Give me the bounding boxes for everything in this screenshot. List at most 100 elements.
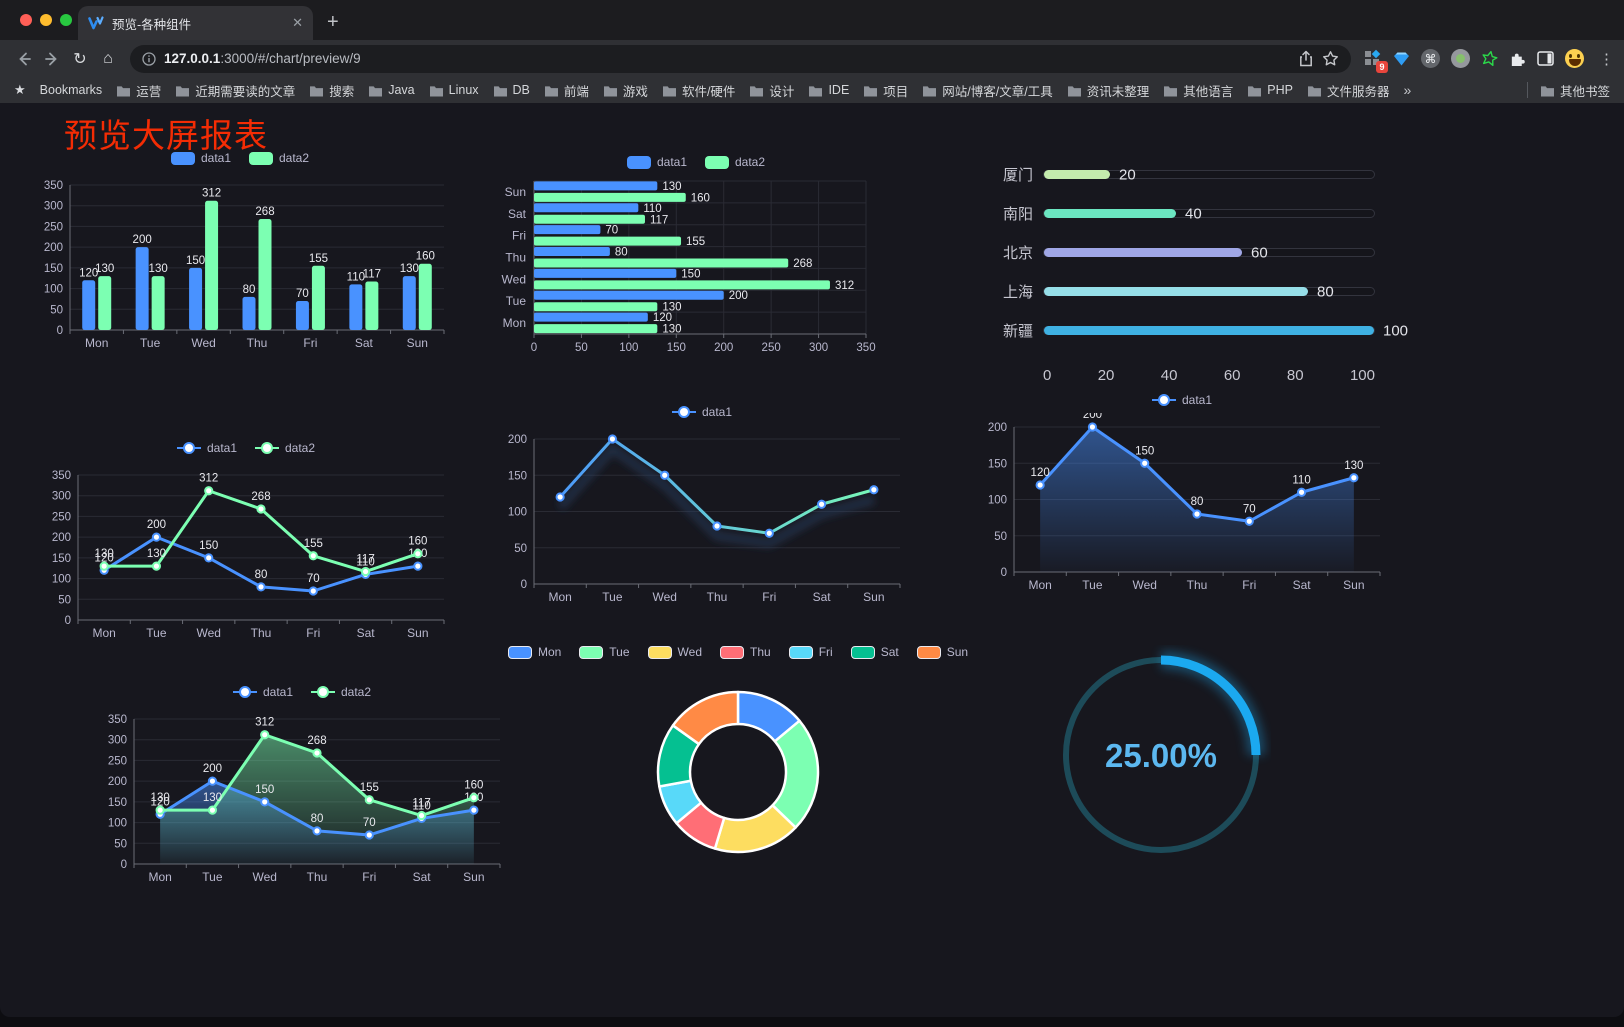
close-window-button[interactable] <box>20 14 32 26</box>
gauge-plot[interactable]: 25.00% <box>1051 645 1271 870</box>
legend-item-data1[interactable]: data1 <box>671 405 733 419</box>
forward-button[interactable] <box>38 45 66 73</box>
progress-row[interactable]: 北京 60 <box>985 233 1375 272</box>
bookmark-folder[interactable]: 游戏 <box>603 81 648 100</box>
bookmark-folder[interactable]: Java <box>368 81 415 100</box>
line-plot[interactable]: 0 50 100 150 200 250 300 350 Mon Tue Wed Thu Fri Sat S… <box>36 461 456 651</box>
svg-text:70: 70 <box>1243 503 1256 515</box>
legend-marker <box>850 645 875 659</box>
bookmark-folder[interactable]: PHP <box>1247 81 1293 100</box>
legend-marker <box>626 155 651 169</box>
dual-area-line-chart[interactable]: data1 data2 0 50 100 150 200 250 300 350 Mon Tue We… <box>92 683 512 895</box>
minimize-window-button[interactable] <box>40 14 52 26</box>
address-bar[interactable]: 127.0.0.1:3000/#/chart/preview/9 <box>130 44 1351 73</box>
bookmark-folder[interactable]: Linux <box>429 81 479 100</box>
legend-item-Thu[interactable]: Thu <box>720 645 771 659</box>
svg-text:Sat: Sat <box>413 870 432 884</box>
line-plot[interactable]: 0 50 100 150 200 Mon Tue Wed Thu Fri Sat Sun <box>492 425 912 615</box>
share-button[interactable] <box>1298 50 1314 67</box>
bookmark-folder[interactable]: 项目 <box>863 81 908 100</box>
bookmark-folder[interactable]: IDE <box>808 81 849 100</box>
svg-text:80: 80 <box>243 284 256 296</box>
legend-item-Tue[interactable]: Tue <box>579 645 630 659</box>
legend-item-data1[interactable]: data1 <box>1151 393 1212 407</box>
donut-plot[interactable] <box>631 665 846 885</box>
svg-text:160: 160 <box>464 780 483 792</box>
emoji-profile-avatar[interactable] <box>1565 49 1584 68</box>
progress-row[interactable]: 新疆 100 <box>985 311 1408 350</box>
recorder-extension-icon[interactable] <box>1451 49 1470 68</box>
multi-line-chart[interactable]: data1 data2 0 50 100 150 200 250 300 350 Mon Tue We… <box>36 439 456 651</box>
hbar-plot[interactable]: 0 50 100 150 200 250 300 350 Sun 130 160 Sat 110 117 F… <box>496 175 896 365</box>
bookmark-folder[interactable]: DB <box>493 81 530 100</box>
extensions-puzzle-icon[interactable] <box>1509 50 1526 67</box>
legend-label: data1 <box>701 405 733 419</box>
legend-item-data1[interactable]: data1 <box>232 685 293 699</box>
progress-row[interactable]: 厦门 20 <box>985 155 1375 194</box>
horizontal-bar-chart[interactable]: data1 data2 0 50 100 150 200 250 300 350 Sun 130 16… <box>496 153 896 365</box>
bar-plot[interactable]: 0 50 100 150 200 250 300 350 Mon Tue Wed Thu Fri Sat S… <box>30 171 450 361</box>
bookmarks-overflow-chevron[interactable]: » <box>1403 82 1412 98</box>
line-plot[interactable]: 0 50 100 150 200 250 300 350 Mon Tue Wed Thu Fri Sat S… <box>92 705 512 895</box>
progress-row[interactable]: 上海 80 <box>985 272 1375 311</box>
legend-item-data1[interactable]: data1 <box>176 441 237 455</box>
tab-manager-extension-icon[interactable]: 9 <box>1365 49 1388 73</box>
legend-item-data2[interactable]: data2 <box>255 441 315 455</box>
legend-item-Wed[interactable]: Wed <box>647 645 702 659</box>
donut-chart[interactable]: Mon Tue Wed Thu Fri Sat Sun <box>507 643 968 885</box>
donut-segment-Sun[interactable] <box>671 690 739 746</box>
legend-item-data1[interactable]: data1 <box>626 155 687 169</box>
progress-gauge[interactable]: 25.00% <box>1046 645 1276 870</box>
bookmark-star-button[interactable] <box>1322 50 1339 67</box>
bookmark-folder[interactable]: 文件服务器 <box>1307 81 1389 100</box>
gem-extension-icon[interactable] <box>1393 51 1410 67</box>
svg-text:50: 50 <box>50 304 63 316</box>
legend-item-Sat[interactable]: Sat <box>850 645 899 659</box>
home-button[interactable]: ⌂ <box>103 49 113 67</box>
bookmark-folder-label: 搜索 <box>329 84 355 99</box>
green-star-extension-icon[interactable] <box>1481 50 1498 67</box>
folder-icon <box>369 85 383 97</box>
line-plot[interactable]: 0 50 100 150 200 Mon Tue Wed Thu Fri Sat Sun 120 200 1… <box>972 409 1392 603</box>
progress-row[interactable]: 南阳 40 <box>985 194 1375 233</box>
reload-button[interactable]: ↻ <box>73 50 87 68</box>
bookmarks-star-icon[interactable]: ★ <box>14 82 26 97</box>
progress-row-label: 厦门 <box>1002 167 1033 184</box>
command-extension-icon[interactable]: ⌘ <box>1421 49 1440 68</box>
browser-menu-button[interactable]: ⋮ <box>1599 50 1614 68</box>
city-progress-chart[interactable]: 厦门 20 南阳 40 北京 60 上海 80 新疆 100 0 20 40 60 80 100 <box>985 155 1408 384</box>
legend-item-data2[interactable]: data2 <box>249 151 309 165</box>
grouped-bar-chart[interactable]: data1 data2 0 50 100 150 200 250 300 350 Mon Tue We… <box>30 149 450 361</box>
browser-tab[interactable]: 预览-各种组件 ✕ <box>78 6 313 40</box>
bookmark-folder[interactable]: 其他语言 <box>1163 81 1233 100</box>
back-button[interactable] <box>10 45 38 73</box>
bookmark-folder-label: 近期需要读的文章 <box>195 84 296 99</box>
bookmark-folder[interactable]: 软件/硬件 <box>662 81 735 100</box>
bookmark-folder[interactable]: 网站/博客/文章/工具 <box>922 81 1053 100</box>
bookmarks-label[interactable]: Bookmarks <box>39 83 103 97</box>
progress-plot[interactable]: 厦门 20 南阳 40 北京 60 上海 80 新疆 100 0 20 40 60 80 100 <box>985 155 1408 384</box>
zoom-window-button[interactable] <box>60 14 72 26</box>
legend-item-data1[interactable]: data1 <box>170 151 231 165</box>
area-line-chart[interactable]: data1 0 50 100 150 200 Mon Tue Wed Thu Fri Sat Sun 1… <box>972 391 1392 603</box>
legend-item-data2[interactable]: data2 <box>311 685 371 699</box>
bookmark-folder[interactable]: 运营 <box>116 81 161 100</box>
legend-item-data2[interactable]: data2 <box>705 155 765 169</box>
tab-close-icon[interactable]: ✕ <box>292 15 303 30</box>
other-bookmarks-folder[interactable]: 其他书签 <box>1540 81 1610 100</box>
bookmark-folder[interactable]: 设计 <box>749 81 794 100</box>
site-info-icon[interactable] <box>142 51 156 66</box>
bookmark-folder[interactable]: 近期需要读的文章 <box>175 81 295 100</box>
bookmark-folder[interactable]: 搜索 <box>309 81 354 100</box>
gradient-line-chart[interactable]: data1 0 50 100 150 200 Mon Tue Wed Thu Fri Sat Sun <box>492 403 912 615</box>
svg-text:200: 200 <box>44 242 63 254</box>
legend-item-Fri[interactable]: Fri <box>788 645 833 659</box>
side-panel-icon[interactable] <box>1537 51 1554 66</box>
new-tab-button[interactable]: + <box>327 11 339 33</box>
legend-item-Mon[interactable]: Mon <box>507 645 561 659</box>
svg-text:160: 160 <box>408 536 427 548</box>
bookmark-folder[interactable]: 前端 <box>544 81 589 100</box>
extension-badge: 9 <box>1375 61 1388 73</box>
bookmark-folder[interactable]: 资讯未整理 <box>1067 81 1149 100</box>
legend-item-Sun[interactable]: Sun <box>916 645 968 659</box>
